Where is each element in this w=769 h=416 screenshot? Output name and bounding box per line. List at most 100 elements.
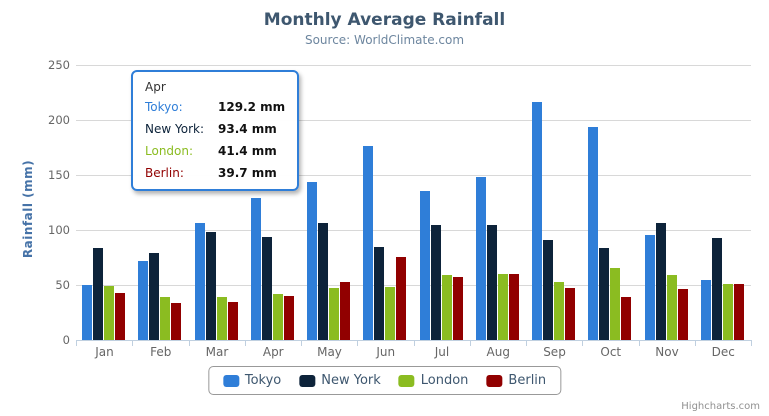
- y-axis-label-250: 250: [48, 58, 70, 72]
- x-axis-tick: [413, 341, 415, 346]
- bar-tokyo-apr[interactable]: [250, 197, 261, 340]
- bar-tokyo-oct[interactable]: [588, 126, 599, 340]
- bar-new-york-mar[interactable]: [205, 231, 216, 340]
- legend-item-label: New York: [321, 373, 381, 388]
- highcharts-credit[interactable]: Highcharts.com: [681, 401, 760, 412]
- bar-tokyo-may[interactable]: [307, 181, 318, 340]
- bar-new-york-nov[interactable]: [655, 222, 666, 340]
- bar-new-york-apr[interactable]: [261, 237, 272, 340]
- bar-berlin-jan[interactable]: [115, 293, 126, 340]
- x-axis-tick: [188, 341, 190, 346]
- gridline-250: [76, 65, 751, 66]
- bar-berlin-dec[interactable]: [733, 283, 744, 340]
- tooltip: Apr Tokyo: 129.2 mm New York: 93.4 mm London…: [131, 70, 300, 191]
- y-axis-label-0: 0: [62, 333, 70, 347]
- x-axis-label-dec: Dec: [711, 345, 735, 359]
- x-axis-label-sep: Sep: [543, 345, 566, 359]
- legend-item-berlin[interactable]: Berlin: [486, 373, 546, 388]
- legend-symbol-icon: [398, 374, 415, 387]
- gridline-100: [76, 230, 751, 231]
- legend-item-london[interactable]: London: [398, 373, 468, 388]
- tooltip-series-label: London:: [145, 144, 194, 158]
- bar-new-york-jul[interactable]: [430, 224, 441, 340]
- tooltip-series-value: 39.7 mm: [218, 166, 277, 180]
- x-axis-label-apr: Apr: [262, 345, 284, 359]
- bar-tokyo-jan[interactable]: [82, 285, 93, 340]
- x-axis-label-may: May: [317, 345, 342, 359]
- y-axis-label-50: 50: [55, 278, 70, 292]
- x-axis-label-feb: Feb: [150, 345, 172, 359]
- x-axis-label-jan: Jan: [95, 345, 114, 359]
- bar-new-york-oct[interactable]: [599, 248, 610, 340]
- x-axis-label-nov: Nov: [655, 345, 679, 359]
- x-axis-label-oct: Oct: [600, 345, 622, 359]
- bar-london-oct[interactable]: [610, 268, 621, 340]
- bar-new-york-dec[interactable]: [711, 238, 722, 340]
- bar-new-york-feb[interactable]: [149, 253, 160, 340]
- bar-berlin-jul[interactable]: [452, 276, 463, 340]
- x-axis-tick: [132, 341, 134, 346]
- bar-new-york-may[interactable]: [318, 223, 329, 340]
- bar-berlin-mar[interactable]: [227, 302, 238, 340]
- bar-berlin-sep[interactable]: [565, 287, 576, 340]
- x-axis-label-aug: Aug: [486, 345, 510, 359]
- x-axis-label-jul: Jul: [434, 345, 450, 359]
- bar-london-dec[interactable]: [722, 283, 733, 340]
- legend-item-label: Berlin: [508, 373, 547, 388]
- bar-tokyo-nov[interactable]: [644, 234, 655, 340]
- bar-london-aug[interactable]: [497, 274, 508, 340]
- x-axis-tick: [301, 341, 302, 346]
- bar-new-york-jan[interactable]: [93, 248, 104, 340]
- bar-berlin-oct[interactable]: [621, 297, 632, 340]
- bar-tokyo-dec[interactable]: [700, 280, 711, 340]
- y-axis-label-150: 150: [48, 168, 70, 182]
- bar-berlin-feb[interactable]: [171, 303, 182, 340]
- bar-london-sep[interactable]: [554, 282, 565, 340]
- x-axis-tick: [638, 341, 640, 346]
- bar-tokyo-sep[interactable]: [532, 101, 543, 340]
- bar-london-nov[interactable]: [666, 274, 677, 340]
- bar-tokyo-mar[interactable]: [194, 222, 205, 340]
- export-menu-button[interactable]: [729, 22, 753, 41]
- bar-tokyo-aug[interactable]: [475, 176, 486, 340]
- bar-berlin-nov[interactable]: [677, 288, 688, 340]
- bar-berlin-jun[interactable]: [396, 256, 407, 340]
- bar-london-jul[interactable]: [441, 275, 452, 340]
- x-axis-tick: [244, 341, 246, 346]
- bar-london-may[interactable]: [329, 288, 340, 340]
- bar-tokyo-feb[interactable]: [138, 261, 149, 340]
- bar-tokyo-jul[interactable]: [419, 190, 430, 340]
- x-axis-line: [76, 340, 752, 341]
- gridline-150: [76, 175, 751, 176]
- x-axis-tick: [76, 341, 77, 346]
- legend-symbol-icon: [222, 374, 239, 387]
- x-axis-tick: [526, 341, 527, 346]
- gridline-200: [76, 120, 751, 121]
- bar-london-mar[interactable]: [216, 296, 227, 340]
- legend-item-label: Tokyo: [244, 373, 282, 388]
- bar-new-york-aug[interactable]: [486, 225, 497, 340]
- bar-new-york-sep[interactable]: [543, 239, 554, 340]
- bar-london-feb[interactable]: [160, 297, 171, 340]
- bar-london-jun[interactable]: [385, 286, 396, 340]
- bar-london-apr[interactable]: [272, 294, 283, 340]
- tooltip-series-value: 129.2 mm: [218, 100, 286, 114]
- legend-item-tokyo[interactable]: Tokyo: [222, 373, 282, 388]
- legend-item-new-york[interactable]: New York: [299, 373, 381, 388]
- bar-berlin-apr[interactable]: [283, 296, 294, 340]
- x-axis-tick: [357, 341, 359, 346]
- bar-berlin-aug[interactable]: [508, 273, 519, 340]
- x-axis-tick: [582, 341, 584, 346]
- bar-new-york-jun[interactable]: [374, 247, 385, 340]
- x-axis-label-mar: Mar: [205, 345, 229, 359]
- x-axis-tick: [751, 341, 752, 346]
- x-axis-label-jun: Jun: [376, 345, 396, 359]
- tooltip-series-label: New York:: [145, 122, 204, 136]
- chart-subtitle: Source: WorldClimate.com: [304, 33, 465, 47]
- tooltip-series-value: 93.4 mm: [218, 122, 277, 136]
- bar-berlin-may[interactable]: [340, 282, 351, 340]
- bar-london-jan[interactable]: [104, 286, 115, 340]
- bar-tokyo-jun[interactable]: [363, 146, 374, 340]
- legend-symbol-icon: [299, 374, 316, 387]
